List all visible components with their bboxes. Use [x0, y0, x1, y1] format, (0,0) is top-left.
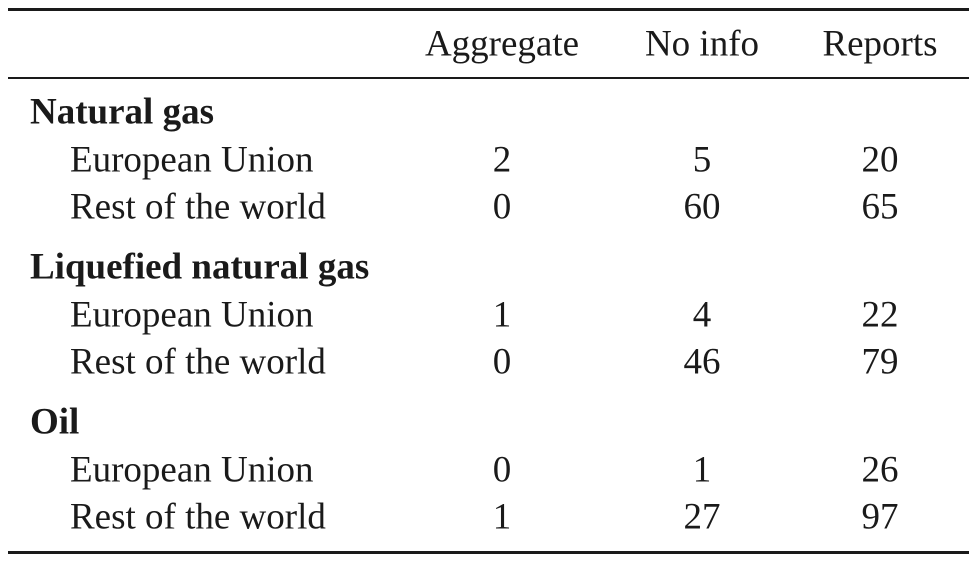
header-rule [8, 77, 969, 79]
row-label: Rest of the world [70, 341, 326, 383]
cell-value: 97 [861, 496, 899, 538]
top-rule [8, 8, 969, 11]
cell-value: 5 [692, 139, 712, 181]
group-title: Oil [30, 401, 80, 443]
cell-value: 1 [492, 294, 512, 336]
row-label: European Union [70, 139, 314, 181]
column-header: No info [644, 23, 760, 65]
group-title: Natural gas [30, 91, 214, 133]
column-header: Aggregate [424, 23, 580, 65]
row-label: European Union [70, 294, 314, 336]
cell-value: 26 [861, 449, 899, 491]
row-label: European Union [70, 449, 314, 491]
cell-value: 60 [683, 186, 721, 228]
cell-value: 46 [683, 341, 721, 383]
bottom-rule [8, 551, 969, 554]
cell-value: 0 [492, 341, 512, 383]
cell-value: 20 [861, 139, 899, 181]
cell-value: 27 [683, 496, 721, 538]
row-label: Rest of the world [70, 186, 326, 228]
cell-value: 0 [492, 186, 512, 228]
cell-value: 65 [861, 186, 899, 228]
cell-value: 22 [861, 294, 899, 336]
column-header: Reports [822, 23, 938, 65]
cell-value: 0 [492, 449, 512, 491]
row-label: Rest of the world [70, 496, 326, 538]
cell-value: 4 [692, 294, 712, 336]
cell-value: 1 [692, 449, 712, 491]
cell-value: 1 [492, 496, 512, 538]
group-title: Liquefied natural gas [30, 246, 370, 288]
cell-value: 2 [492, 139, 512, 181]
cell-value: 79 [861, 341, 899, 383]
